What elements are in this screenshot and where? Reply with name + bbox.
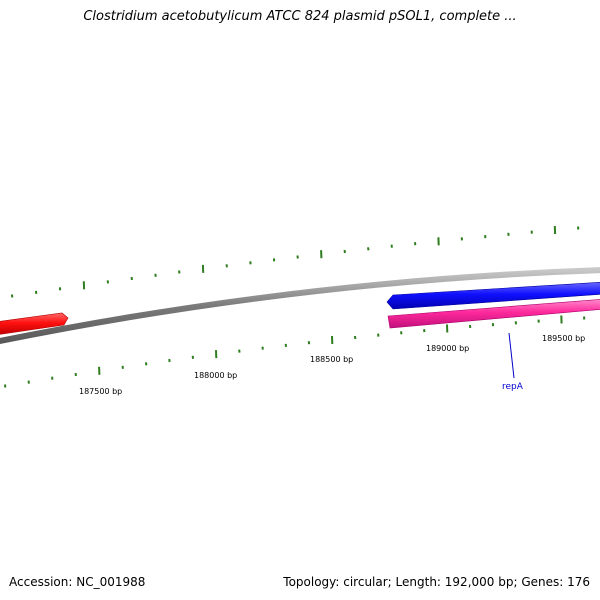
gene-arrow-red[interactable] xyxy=(0,312,69,335)
plasmid-backbone xyxy=(0,267,600,345)
map-title: Clostridium acetobutylicum ATCC 824 plas… xyxy=(83,9,517,24)
topology-summary: Topology: circular; Length: 192,000 bp; … xyxy=(283,575,590,589)
gene-label-repA[interactable]: repA xyxy=(502,382,524,392)
gene-arrow-pink-repA[interactable] xyxy=(387,299,600,329)
scale-label: 188000 bp xyxy=(194,371,237,380)
scale-label: 188500 bp xyxy=(310,355,353,364)
scale-labels: 187500 bp 188000 bp 188500 bp 189000 bp … xyxy=(79,334,585,396)
outer-tick-row xyxy=(11,225,580,298)
scale-label: 187500 bp xyxy=(79,387,122,396)
gene-arrow-blue[interactable] xyxy=(386,282,600,310)
scale-label: 189000 bp xyxy=(426,344,469,353)
accession-text: Accession: NC_001988 xyxy=(9,575,146,589)
scale-label: 189500 bp xyxy=(542,334,585,343)
repA-leader-line xyxy=(508,332,515,379)
inner-tick-row xyxy=(4,315,586,388)
